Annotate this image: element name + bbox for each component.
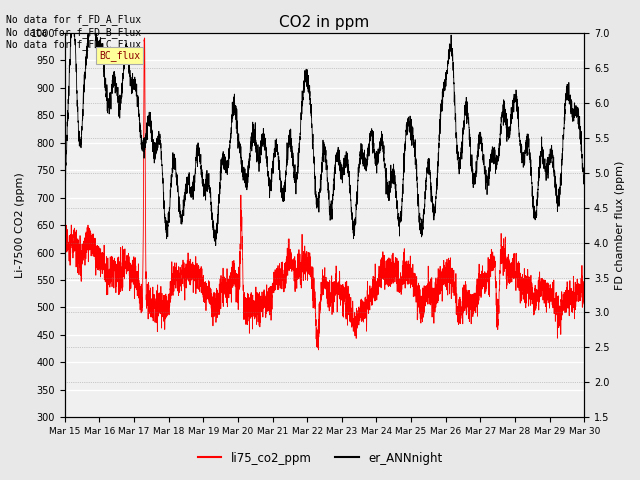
er_ANNnight (67, 30, 75, 36)
li75_co2_ppm (315, 347, 323, 353)
Y-axis label: FD chamber flux (ppm): FD chamber flux (ppm) (615, 160, 625, 290)
Text: BC_flux: BC_flux (99, 50, 140, 61)
Legend: li75_co2_ppm, er_ANNnight: li75_co2_ppm, er_ANNnight (193, 447, 447, 469)
li75_co2_ppm (154, 293, 162, 299)
er_ANNnight (305, 85, 313, 91)
er_ANNnight (580, 172, 588, 178)
Line: er_ANNnight: er_ANNnight (65, 33, 584, 246)
li75_co2_ppm (580, 290, 588, 296)
li75_co2_ppm (580, 297, 588, 302)
er_ANNnight (412, 166, 420, 172)
Text: No data for f_FD_A_Flux
No data for f_FD_B_Flux
No data for f_FD_C_Flux: No data for f_FD_A_Flux No data for f_FD… (6, 14, 141, 50)
li75_co2_ppm (141, 35, 148, 41)
li75_co2_ppm (61, 240, 68, 245)
er_ANNnight (154, 136, 162, 142)
Line: li75_co2_ppm: li75_co2_ppm (65, 38, 584, 350)
li75_co2_ppm (441, 264, 449, 270)
Title: CO2 in ppm: CO2 in ppm (280, 15, 370, 30)
li75_co2_ppm (412, 300, 420, 305)
er_ANNnight (580, 174, 588, 180)
li75_co2_ppm (305, 264, 313, 269)
er_ANNnight (212, 243, 220, 249)
er_ANNnight (441, 84, 449, 90)
er_ANNnight (61, 184, 68, 190)
li75_co2_ppm (470, 308, 478, 314)
er_ANNnight (470, 173, 478, 179)
Y-axis label: Li-7500 CO2 (ppm): Li-7500 CO2 (ppm) (15, 172, 25, 278)
